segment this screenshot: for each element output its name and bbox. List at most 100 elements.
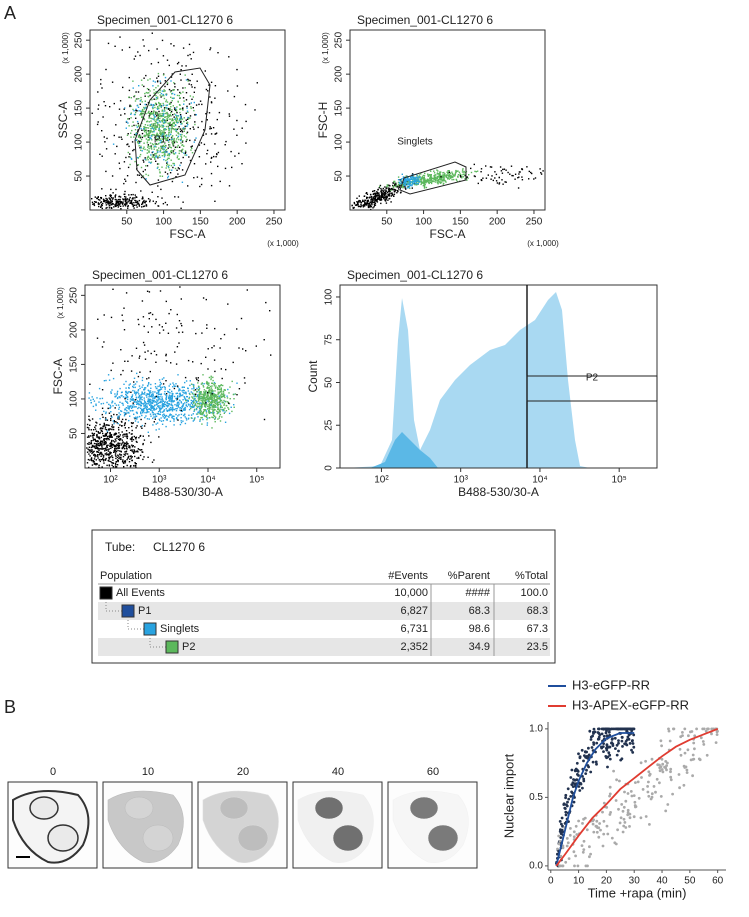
event-dot xyxy=(176,313,178,316)
event-dot xyxy=(94,456,96,458)
event-dot xyxy=(180,402,183,404)
event-dot xyxy=(434,178,436,180)
event-dot xyxy=(167,177,169,179)
event-dot xyxy=(176,141,178,143)
event-dot xyxy=(161,197,163,199)
event-dot xyxy=(192,361,194,363)
event-dot xyxy=(222,384,224,387)
event-dot xyxy=(222,393,224,396)
y-tick-label: 200 xyxy=(74,65,85,82)
table-cell: All Events xyxy=(116,587,165,599)
event-dot xyxy=(218,388,220,390)
event-dot xyxy=(116,390,119,393)
event-dot xyxy=(150,404,152,406)
event-dot xyxy=(358,195,360,197)
event-dot xyxy=(201,412,203,414)
replicate-dot xyxy=(602,750,605,753)
event-dot xyxy=(112,462,114,464)
event-dot xyxy=(99,448,101,450)
event-dot xyxy=(137,122,139,125)
x-scale-note: (x 1,000) xyxy=(527,239,559,248)
event-dot xyxy=(217,165,219,168)
event-dot xyxy=(158,389,160,392)
event-dot xyxy=(207,382,209,385)
event-dot xyxy=(151,99,153,101)
y-scale-note: (x 1,000) xyxy=(56,287,65,319)
event-dot xyxy=(188,404,190,406)
event-dot xyxy=(133,136,135,138)
event-dot xyxy=(219,398,221,400)
event-dot xyxy=(157,412,159,415)
event-dot xyxy=(213,404,215,407)
event-dot xyxy=(178,403,180,405)
tree-connector xyxy=(127,620,144,630)
event-dot xyxy=(491,175,493,177)
event-dot xyxy=(155,115,158,117)
event-dot xyxy=(90,429,92,431)
event-dot xyxy=(387,193,390,195)
event-dot xyxy=(168,115,170,118)
event-dot xyxy=(214,421,216,423)
event-dot xyxy=(436,176,438,178)
event-dot xyxy=(132,404,134,406)
replicate-dot xyxy=(621,745,624,748)
event-dot xyxy=(153,114,155,116)
event-dot xyxy=(143,128,145,130)
event-dot xyxy=(138,395,140,398)
event-dot xyxy=(147,400,149,403)
event-dot xyxy=(107,450,110,452)
event-dot xyxy=(162,203,165,205)
event-dot xyxy=(189,117,191,119)
event-dot xyxy=(153,123,156,125)
event-dot xyxy=(155,415,158,417)
population-swatch xyxy=(165,640,179,654)
event-dot xyxy=(176,106,178,108)
event-dot xyxy=(117,426,120,429)
event-dot xyxy=(127,402,129,404)
event-dot xyxy=(125,413,127,415)
event-dot xyxy=(178,342,180,344)
event-dot xyxy=(181,141,184,143)
event-dot xyxy=(135,398,138,400)
event-dot xyxy=(106,437,109,439)
event-dot xyxy=(203,129,205,131)
event-dot xyxy=(124,198,126,200)
event-dot xyxy=(148,377,150,379)
event-dot xyxy=(143,439,146,441)
event-dot xyxy=(114,451,116,453)
event-dot xyxy=(127,391,129,393)
event-dot xyxy=(136,441,138,443)
event-dot xyxy=(175,408,177,410)
event-dot xyxy=(147,383,150,385)
event-dot xyxy=(182,87,184,89)
event-dot xyxy=(411,176,413,178)
event-dot xyxy=(152,111,155,114)
event-dot xyxy=(143,404,145,406)
event-dot xyxy=(154,413,156,415)
event-dot xyxy=(128,145,130,148)
event-dot xyxy=(206,381,209,384)
event-dot xyxy=(118,396,120,398)
event-dot xyxy=(159,151,161,153)
event-dot xyxy=(178,331,180,334)
event-dot xyxy=(168,403,171,405)
event-dot xyxy=(108,465,111,467)
replicate-dot xyxy=(602,734,606,738)
event-dot xyxy=(168,129,170,132)
event-dot xyxy=(209,404,212,406)
event-dot xyxy=(167,136,169,139)
replicate-dot xyxy=(578,789,582,792)
event-dot xyxy=(146,410,148,412)
y-tick-label: 250 xyxy=(334,31,345,48)
event-dot xyxy=(142,435,144,437)
event-dot xyxy=(439,181,442,183)
event-dot xyxy=(176,118,179,121)
event-dot xyxy=(363,204,366,207)
event-dot xyxy=(409,187,411,190)
event-dot xyxy=(141,203,143,206)
event-dot xyxy=(136,381,138,383)
event-dot xyxy=(214,406,217,408)
event-dot xyxy=(146,385,149,387)
event-dot xyxy=(150,137,152,140)
